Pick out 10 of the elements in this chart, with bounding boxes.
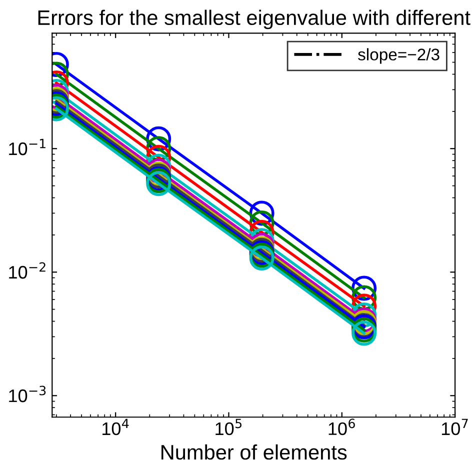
y-tick-label: 10$^{−3}$: [9, 386, 46, 402]
x-tick-label: 10$^{5}$: [216, 418, 242, 436]
legend-label: slope=−2/3: [358, 48, 440, 64]
chart-title: Errors for the smallest eigenvalue with different: [38, 10, 470, 30]
x-axis-title: Number of elements: [162, 444, 347, 460]
x-tick-label: 10$^{4}$: [102, 418, 129, 436]
x-tick-label: 10$^{6}$: [328, 418, 355, 436]
y-tick-label: 10$^{−2}$: [9, 262, 46, 279]
x-tick-label: 10$^{7}$: [442, 418, 468, 436]
y-tick-label: 10$^{−1}$: [9, 138, 46, 156]
